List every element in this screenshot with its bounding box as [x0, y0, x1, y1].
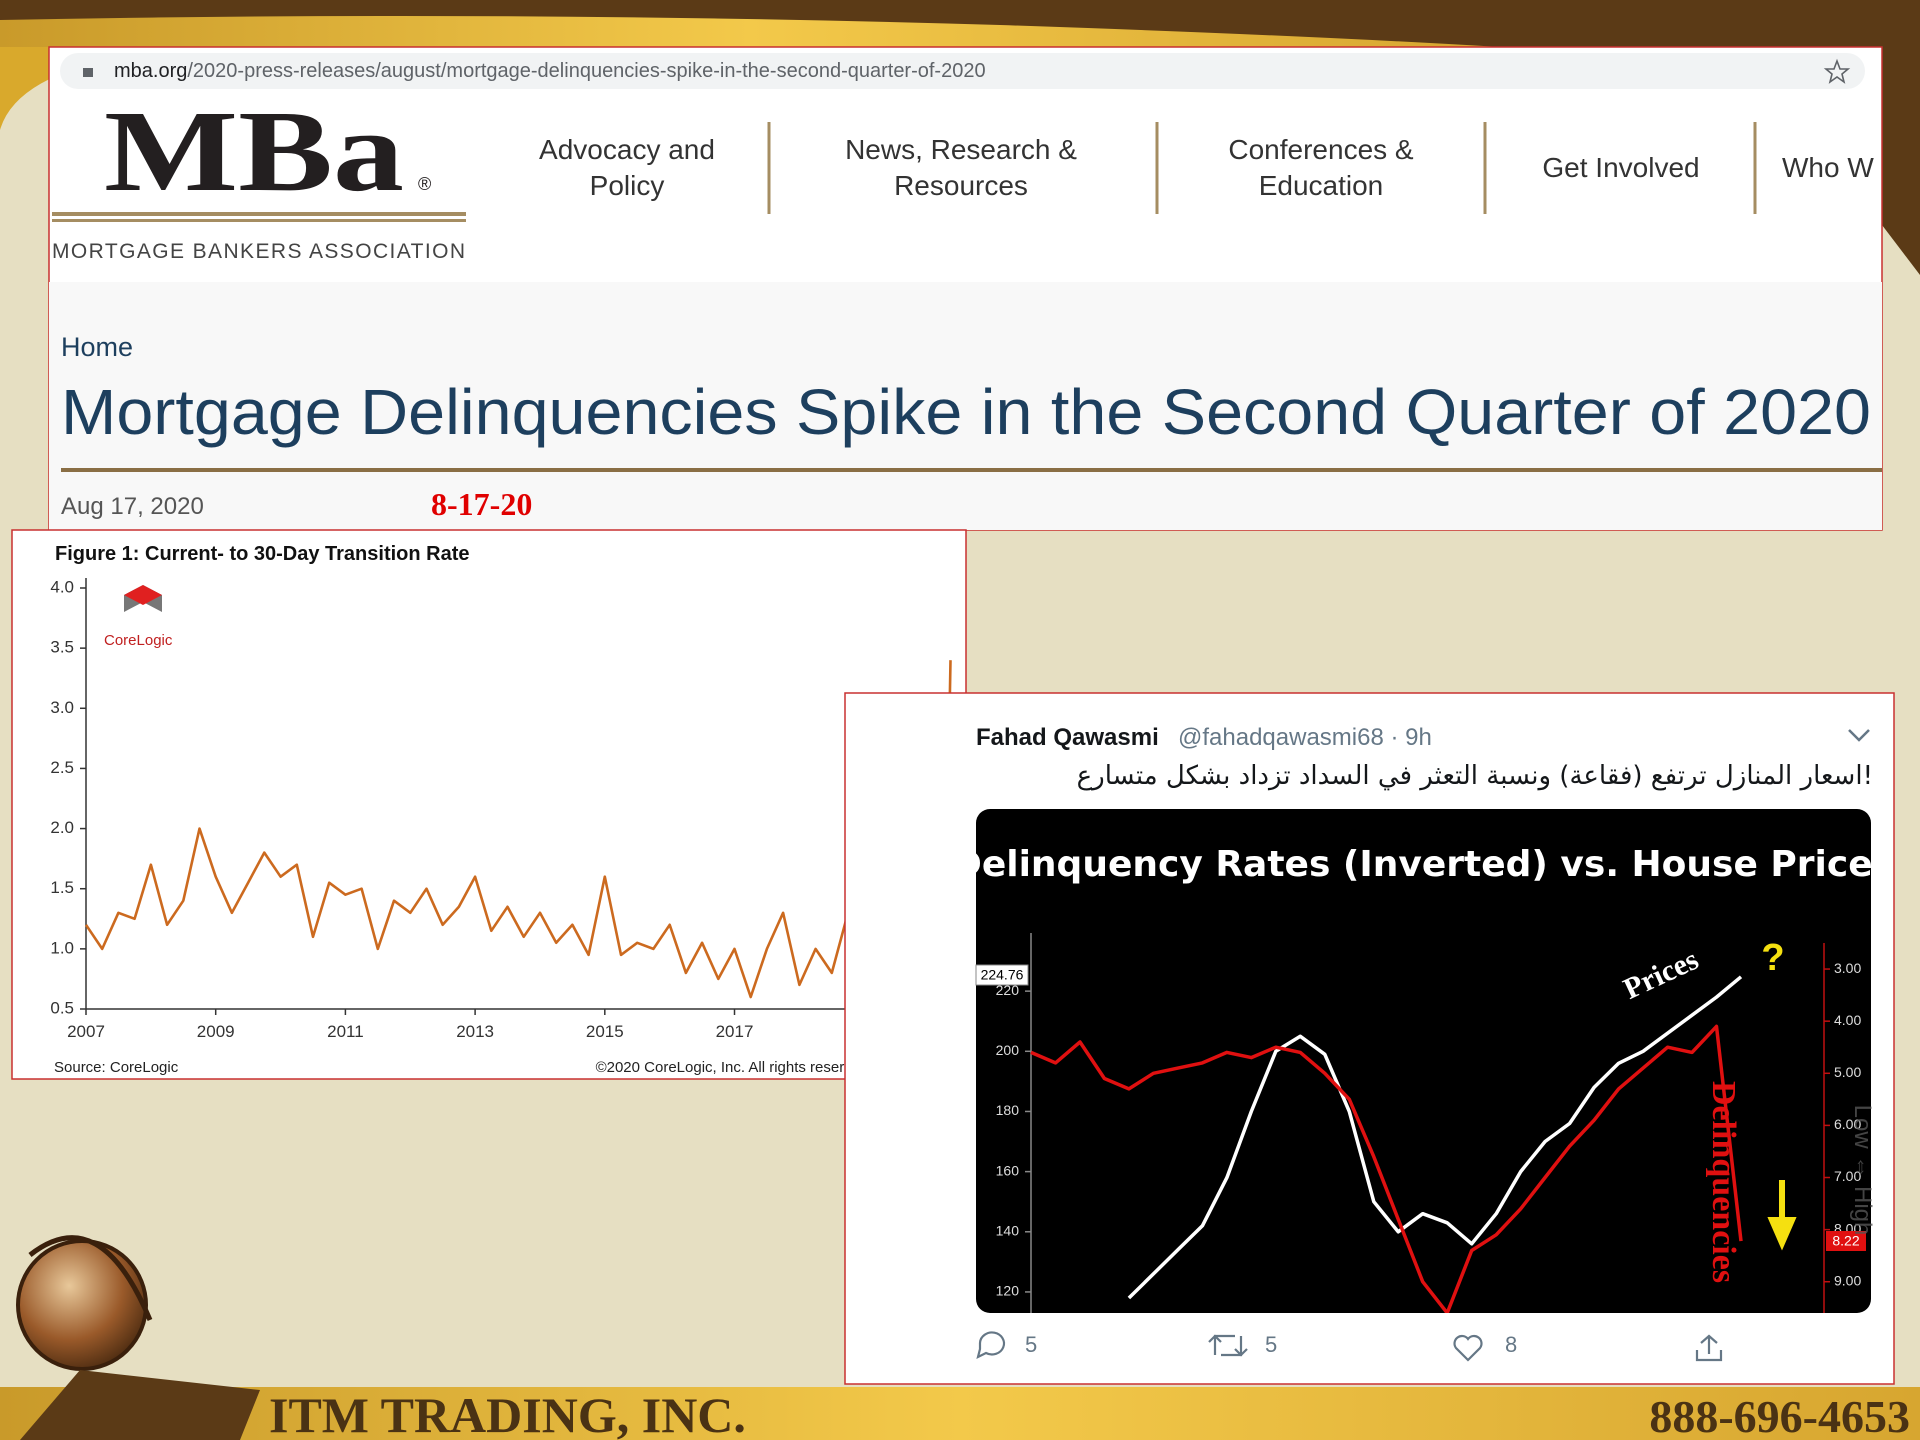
globe-ring: [28, 1235, 153, 1321]
url: mba.org/2020-press-releases/august/mortg…: [114, 60, 986, 82]
x-tick-label: 2011: [327, 1022, 364, 1041]
phone: 888-696-4653: [1649, 1391, 1910, 1440]
y-tick-label: 2.5: [50, 758, 74, 777]
y2-tick-label: 5.00: [1834, 1064, 1861, 1080]
tweet-menu[interactable]: [1848, 729, 1870, 742]
y-tick-label: 180: [996, 1102, 1020, 1118]
nav-item[interactable]: Resources: [894, 170, 1028, 201]
article-date: Aug 17, 2020: [61, 493, 204, 520]
globe: [16, 1239, 148, 1371]
share-icon[interactable]: [1695, 1334, 1723, 1362]
axis-note: Low ⇔ High: [1849, 1105, 1876, 1236]
like-icon[interactable]: [1453, 1334, 1483, 1362]
annotation-box: [1826, 1231, 1866, 1251]
logo: MBa: [104, 88, 404, 216]
chart-plot: 0.5 1.0 1.5 2.0 2.5 3.0 3.5 4.0 2007 2009 2011 2013…: [50, 577, 955, 1041]
corelogic-icon-top: [124, 585, 162, 605]
nav-item[interactable]: Get Involved: [1542, 152, 1699, 183]
corelogic-logo: CoreLogic: [104, 632, 173, 649]
series-label: Delinquencies: [1705, 1081, 1742, 1283]
tweet-author[interactable]: Fahad Qawasmi: [976, 724, 1159, 751]
article-title: Mortgage Delinquencies Spike in the Seco…: [61, 376, 1871, 448]
nav: Advocacy and Policy News, Research & Resour…: [539, 122, 1874, 214]
series-line: [84, 660, 952, 999]
logo-subtitle: MORTGAGE BANKERS ASSOCIATION: [52, 240, 466, 263]
right-band: [1882, 47, 1920, 275]
y-tick-label: 120: [996, 1283, 1020, 1299]
chart-panel: [11, 529, 967, 1080]
top-swoosh: [0, 16, 1500, 47]
y2-tick-label: 6.00: [1834, 1116, 1861, 1132]
plot-area: [1030, 975, 1743, 1313]
globe-stand: [20, 1370, 260, 1440]
logo-rule: [52, 219, 466, 222]
y-tick-label: 220: [996, 982, 1020, 998]
bottom-band: [0, 1387, 1920, 1440]
bookmark-star[interactable]: [1823, 58, 1851, 84]
y2-tick-label: 3.00: [1834, 960, 1861, 976]
y-tick-label: 2.0: [50, 818, 74, 837]
title-rule: [61, 468, 1882, 472]
chart-copyright: ©2020 CoreLogic, Inc. All rights reserve…: [596, 1059, 869, 1076]
logo-mark: ®: [418, 174, 431, 194]
retweet-icon[interactable]: [1208, 1334, 1248, 1357]
chart-plot: 120 140 160 180 200 220 3.00 4.00 5.00 6.00 7.00 8.…: [996, 933, 1861, 1313]
lock-icon: [83, 68, 93, 77]
y-tick-label: 160: [996, 1162, 1020, 1178]
logo-rule: [52, 212, 466, 216]
nav-item[interactable]: Who W: [1782, 152, 1874, 183]
y2-tick-label: 4.00: [1834, 1012, 1861, 1028]
annotation: ?: [1761, 937, 1784, 979]
y-tick-label: 1.0: [50, 938, 74, 957]
chart-title: Delinquency Rates (Inverted) vs. House P…: [952, 844, 1894, 885]
annotation: 8.22: [1832, 1233, 1859, 1249]
chart-source: Source: CoreLogic: [54, 1059, 179, 1076]
reply-icon[interactable]: [976, 1331, 1006, 1360]
y-tick-label: 3.5: [50, 638, 74, 657]
y-tick-label: 0.5: [50, 998, 74, 1017]
x-tick-label: 2013: [456, 1022, 494, 1041]
article-background: [49, 282, 1882, 530]
y-tick-label: 3.0: [50, 698, 74, 717]
tweet-handle[interactable]: @fahadqawasmi68 · 9h: [1178, 724, 1432, 751]
y-tick-label: 1.5: [50, 878, 74, 897]
y-tick-label: 140: [996, 1222, 1020, 1238]
y-tick-label: 4.0: [50, 577, 74, 596]
tweet-image: [976, 809, 1871, 1313]
x-tick-label: 2015: [586, 1022, 624, 1041]
nav-item[interactable]: Education: [1259, 170, 1384, 201]
annotation: 224.76: [981, 967, 1024, 983]
company-name: ITM TRADING, INC.: [269, 1387, 746, 1440]
chart-title: Figure 1: Current- to 30-Day Transition …: [55, 543, 470, 565]
reply-count: 5: [1025, 1332, 1037, 1357]
breadcrumb[interactable]: Home: [61, 332, 133, 362]
annotation-box: [975, 964, 1029, 986]
nav-item[interactable]: Conferences &: [1228, 134, 1414, 165]
x-tick-label: 2007: [67, 1022, 105, 1041]
like-count: 8: [1505, 1332, 1517, 1357]
series-line: [1030, 1024, 1743, 1313]
y-tick-label: 200: [996, 1042, 1020, 1058]
nav-item[interactable]: Policy: [590, 170, 665, 201]
x-tick-label: 2017: [716, 1022, 754, 1041]
y2-tick-label: 7.00: [1834, 1168, 1861, 1184]
nav-item[interactable]: Advocacy and: [539, 134, 715, 165]
down-arrow: [1767, 1180, 1797, 1251]
x-tick-label: 2009: [197, 1022, 235, 1041]
series-line: [1127, 975, 1743, 1300]
nav-item[interactable]: News, Research &: [845, 134, 1077, 165]
address-bar[interactable]: [60, 53, 1865, 89]
tweet-text: اسعار المنازل ترتفع (فقاعة) ونسبة التعثر…: [1077, 761, 1873, 791]
retweet-count: 5: [1265, 1332, 1277, 1357]
date-note: 8-17-20: [431, 486, 532, 522]
y2-tick-label: 9.00: [1834, 1272, 1861, 1288]
